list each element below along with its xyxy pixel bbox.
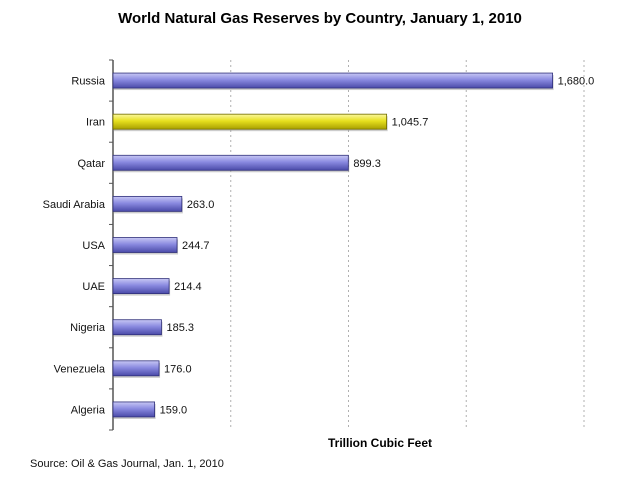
category-label: Algeria [71,404,106,416]
category-label: USA [82,240,105,252]
chart-title: World Natural Gas Reserves by Country, J… [118,10,522,27]
bar [112,319,162,336]
category-label: Iran [86,117,105,129]
category-label: Nigeria [70,322,106,334]
x-axis-label: Trillion Cubic Feet [327,436,432,450]
bar [112,154,349,171]
value-label: 263.0 [187,199,215,211]
bar [112,278,170,295]
category-label: Qatar [77,158,105,170]
category-label: Venezuela [54,363,106,375]
bar [112,360,160,377]
bar [112,72,554,89]
value-label: 159.0 [160,404,188,416]
bar [112,195,183,212]
bar-highlighted [112,113,388,130]
value-label: 1,045.7 [392,117,429,129]
value-label: 1,680.0 [558,76,595,88]
bar [112,237,178,253]
value-label: 244.7 [182,240,210,252]
bar [112,401,156,418]
category-label: Russia [71,76,106,88]
category-label: UAE [82,281,105,293]
value-label: 185.3 [166,322,194,334]
category-label: Saudi Arabia [43,199,106,211]
source-note: Source: Oil & Gas Journal, Jan. 1, 2010 [30,458,224,470]
value-label: 214.4 [174,281,202,293]
value-label: 176.0 [164,363,192,375]
value-label: 899.3 [353,158,381,170]
